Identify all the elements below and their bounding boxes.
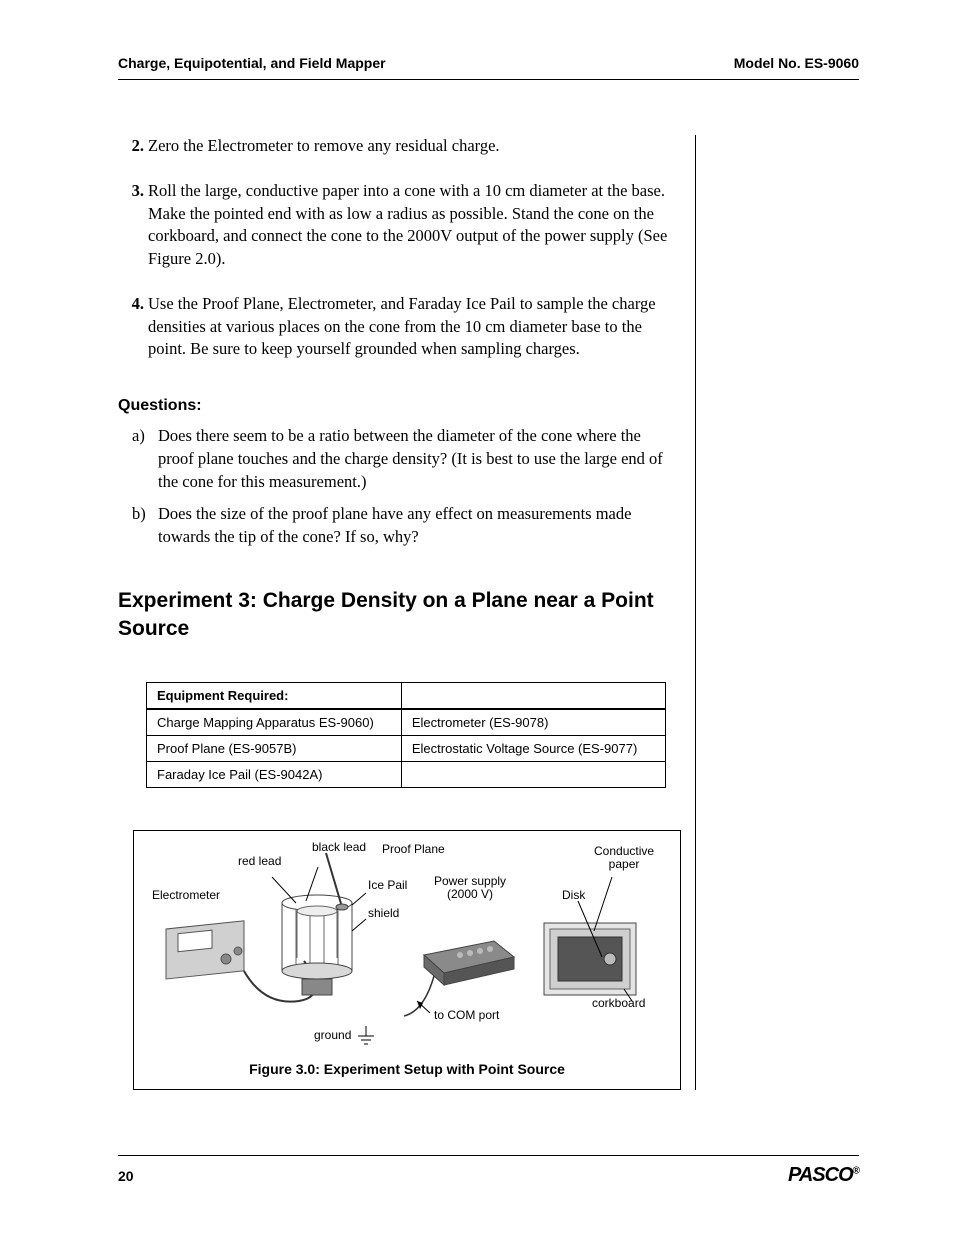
question-letter: b) xyxy=(132,503,158,549)
question-text: Does there seem to be a ratio between th… xyxy=(158,425,675,493)
figure-caption: Figure 3.0: Experiment Setup with Point … xyxy=(134,1061,680,1077)
step-item: 2. Zero the Electrometer to remove any r… xyxy=(118,135,675,158)
table-row: Faraday Ice Pail (ES-9042A) xyxy=(147,761,666,787)
table-row: Equipment Required: xyxy=(147,682,666,709)
content-column: 2. Zero the Electrometer to remove any r… xyxy=(118,135,696,1090)
label-power-supply: Power supply (2000 V) xyxy=(434,875,506,901)
header-right: Model No. ES-9060 xyxy=(734,55,859,71)
label-electrometer: Electrometer xyxy=(152,889,220,902)
equipment-cell: Proof Plane (ES-9057B) xyxy=(147,735,402,761)
logo-text: PASCO xyxy=(788,1164,853,1186)
label-conductive-paper: Conductive paper xyxy=(594,845,654,871)
label-shield: shield xyxy=(368,907,399,920)
experiment-heading: Experiment 3: Charge Density on a Plane … xyxy=(118,587,675,644)
label-ice-pail: Ice Pail xyxy=(368,879,407,892)
step-item: 4. Use the Proof Plane, Electrometer, an… xyxy=(118,293,675,361)
equipment-cell: Faraday Ice Pail (ES-9042A) xyxy=(147,761,402,787)
step-text: Roll the large, conductive paper into a … xyxy=(148,180,675,271)
brand-logo: PASCO® xyxy=(788,1164,859,1187)
running-header: Charge, Equipotential, and Field Mapper … xyxy=(118,55,859,80)
equipment-table: Equipment Required: Charge Mapping Appar… xyxy=(146,682,666,788)
question-text: Does the size of the proof plane have an… xyxy=(158,503,675,549)
equipment-header-empty xyxy=(401,682,665,709)
step-number: 4. xyxy=(118,293,144,361)
label-red-lead: red lead xyxy=(238,855,281,868)
step-item: 3. Roll the large, conductive paper into… xyxy=(118,180,675,271)
equipment-cell: Electrometer (ES-9078) xyxy=(401,709,665,736)
question-letter: a) xyxy=(132,425,158,493)
footer: 20 PASCO® xyxy=(118,1155,859,1187)
step-text: Zero the Electrometer to remove any resi… xyxy=(148,135,675,158)
equipment-cell: Electrostatic Voltage Source (ES-9077) xyxy=(401,735,665,761)
step-number: 3. xyxy=(118,180,144,271)
equipment-cell: Charge Mapping Apparatus ES-9060) xyxy=(147,709,402,736)
registered-mark: ® xyxy=(853,1165,859,1176)
question-item: b) Does the size of the proof plane have… xyxy=(132,503,675,549)
step-number: 2. xyxy=(118,135,144,158)
label-to-com: to COM port xyxy=(434,1009,499,1022)
label-proof-plane: Proof Plane xyxy=(382,843,445,856)
page-number: 20 xyxy=(118,1168,134,1184)
label-ground: ground xyxy=(314,1029,351,1042)
label-disk: Disk xyxy=(562,889,585,902)
header-left: Charge, Equipotential, and Field Mapper xyxy=(118,55,386,71)
label-corkboard: corkboard xyxy=(592,997,645,1010)
equipment-cell xyxy=(401,761,665,787)
page: Charge, Equipotential, and Field Mapper … xyxy=(0,0,954,1235)
questions-heading: Questions: xyxy=(118,397,675,415)
equipment-header: Equipment Required: xyxy=(147,682,402,709)
question-item: a) Does there seem to be a ratio between… xyxy=(132,425,675,493)
label-black-lead: black lead xyxy=(312,841,366,854)
table-row: Charge Mapping Apparatus ES-9060) Electr… xyxy=(147,709,666,736)
figure-frame: black lead red lead Proof Plane Conducti… xyxy=(133,830,681,1090)
step-text: Use the Proof Plane, Electrometer, and F… xyxy=(148,293,675,361)
table-row: Proof Plane (ES-9057B) Electrostatic Vol… xyxy=(147,735,666,761)
